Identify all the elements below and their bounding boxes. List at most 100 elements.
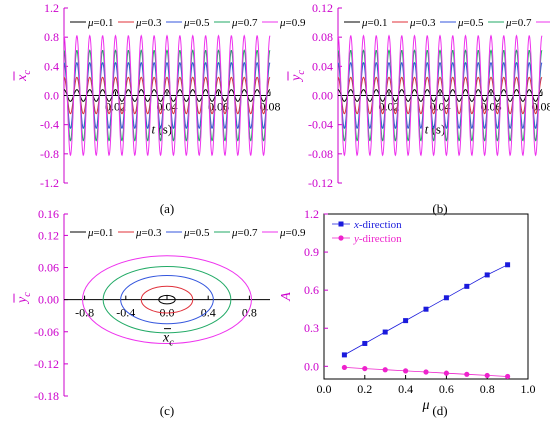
legend-item-label: μ=0.7	[231, 227, 258, 239]
chart-panel-a: 1.20.80.40.0-0.4-0.8-1.20.02 0.04 0.06 0.08…	[13, 1, 306, 190]
series-ellipse	[102, 265, 232, 334]
series-ellipse	[140, 285, 194, 314]
data-point-square	[443, 295, 449, 301]
legend-item-label: μ=0.5	[183, 17, 210, 29]
y-tick-label: 0.04	[312, 59, 333, 73]
legend-item-label: μ=0.7	[505, 17, 532, 29]
y-tick-label: 0.16	[38, 207, 59, 221]
y-tick-label: 0.9	[304, 245, 319, 259]
y-tick-label: -0.8	[40, 147, 59, 161]
series-line	[63, 89, 271, 102]
legend-item-label: μ=0.1	[87, 227, 114, 239]
legend-label: x-direction	[353, 219, 402, 231]
y-tick-label: 0.8	[44, 30, 59, 44]
x-tick-label: 0.4	[201, 306, 216, 320]
y-tick-label: -0.12	[308, 176, 333, 190]
data-point-circle	[362, 365, 368, 372]
y-axis-label: yc	[13, 292, 33, 305]
data-point-square	[464, 283, 470, 289]
x-tick-label: 0.6	[439, 382, 454, 396]
data-point-circle	[484, 372, 490, 379]
y-axis-label: A	[279, 292, 294, 302]
y-tick-label: -0.06	[34, 325, 59, 339]
y-tick-label: 0.00	[38, 293, 59, 307]
y-tick-label: 0.08	[312, 30, 333, 44]
x-tick-label: -0.8	[75, 306, 94, 320]
y-tick-label: 0.4	[44, 59, 59, 73]
chart-panel-d: 1.2 0.9 0.6 0.3 0.0 0.0 0.2 0.4 0.6 0.8 1.0 μ Ax-dir…	[279, 207, 536, 413]
legend-label: y-direction	[353, 233, 402, 245]
data-point-square	[403, 318, 409, 324]
panel-label: (c)	[160, 403, 174, 418]
y-axis-label-text: yc	[289, 70, 307, 83]
x-tick-label: 1.0	[521, 382, 536, 396]
panel-label: (a)	[160, 201, 174, 216]
y-tick-label: 1.2	[44, 1, 59, 15]
legend-item-label: μ=0.3	[135, 227, 162, 239]
y-tick-label: 0.0	[44, 89, 59, 103]
x-tick-label: 0.08	[532, 100, 550, 114]
legend-item-label: μ=0.7	[231, 17, 258, 29]
data-point-circle	[341, 364, 347, 371]
data-point-square	[341, 352, 347, 358]
data-point-circle	[505, 373, 511, 380]
y-tick-label: 0.6	[304, 283, 319, 297]
x-tick-label: 0.0	[317, 382, 332, 396]
y-tick-label: 0.0	[304, 359, 319, 373]
x-axis-label: xc	[162, 328, 174, 349]
y-tick-label: 0.12	[38, 228, 59, 242]
y-axis-label-text: yc	[15, 292, 33, 305]
y-tick-label: 0.06	[38, 261, 59, 275]
data-point-square	[362, 340, 368, 346]
series-line	[63, 34, 271, 157]
data-point-square	[505, 262, 511, 268]
legend-item-label: μ=0.5	[457, 17, 484, 29]
x-tick-label: 0.8	[480, 382, 495, 396]
y-axis-label: xc	[13, 70, 33, 82]
y-tick-label: -0.12	[34, 357, 59, 371]
legend-marker	[338, 235, 344, 241]
panel-label: (d)	[432, 403, 447, 418]
y-tick-label: -0.08	[308, 147, 333, 161]
data-point-square	[382, 329, 388, 335]
panel-label: (b)	[432, 201, 447, 216]
y-tick-label: 0.3	[304, 321, 319, 335]
x-axis-label: μ	[421, 398, 429, 413]
y-tick-label: -0.04	[308, 118, 333, 132]
legend-item-label: μ=0.9	[279, 17, 306, 29]
chart-panel-b: 0.120.080.040.00-0.04-0.08-0.120.02 0.04 0…	[287, 1, 550, 190]
y-axis-label-text: xc	[15, 70, 33, 82]
data-point-circle	[382, 367, 388, 373]
series-ellipse	[82, 255, 252, 345]
x-axis-label-text: xc	[162, 331, 174, 349]
data-point-square	[423, 306, 429, 312]
y-tick-label: 0.00	[312, 89, 333, 103]
legend-item-label: μ=0.9	[279, 227, 306, 239]
data-point-circle	[403, 368, 409, 374]
data-point-circle	[423, 369, 429, 375]
series-ellipse	[158, 294, 176, 305]
y-tick-label: -0.4	[40, 118, 59, 132]
legend-item-label: μ=0.5	[183, 227, 210, 239]
series-line	[337, 89, 543, 102]
series-ellipse	[120, 275, 214, 325]
plot-frame	[323, 213, 529, 380]
data-point-circle	[443, 370, 449, 376]
legend-item-label: μ=0.1	[87, 17, 114, 29]
data-point-circle	[464, 371, 470, 377]
x-tick-label: -0.4	[116, 306, 135, 320]
legend-item-label: μ=0.3	[135, 17, 162, 29]
x-tick-label: 0.2	[357, 382, 372, 396]
y-tick-label: 1.2	[304, 207, 319, 221]
y-tick-label: -0.18	[34, 389, 59, 403]
y-axis-label: yc	[287, 70, 307, 83]
legend-item-label: μ=0.1	[361, 17, 388, 29]
legend-marker	[338, 221, 344, 227]
data-point-square	[484, 272, 490, 278]
chart-panel-c: 0.16 0.12 0.06 0.00 -0.06 -0.12 -0.18 -0.8 -0.4 0…	[13, 207, 306, 403]
series-line	[337, 34, 543, 157]
legend-item-label: μ=0.3	[409, 17, 436, 29]
y-tick-label: 0.12	[312, 1, 333, 15]
y-tick-label: -1.2	[40, 176, 59, 190]
